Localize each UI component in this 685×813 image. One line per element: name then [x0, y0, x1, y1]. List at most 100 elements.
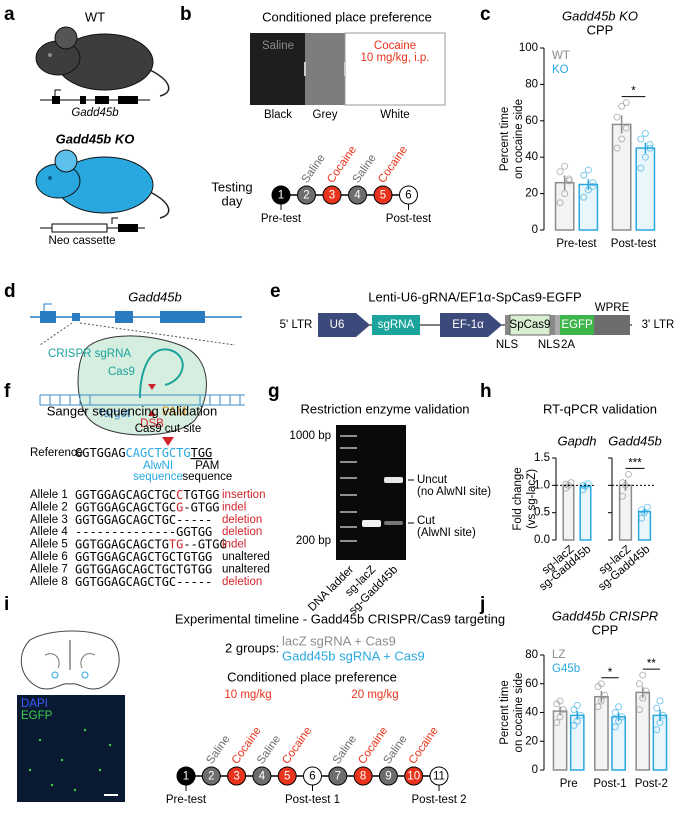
y-tick-label: 40	[525, 707, 538, 719]
saline-label: Saline	[262, 40, 294, 52]
day-number: 2	[208, 771, 214, 783]
day-circle	[328, 766, 348, 786]
sequence-segment: CAGCTGCTG	[126, 446, 191, 460]
data-point	[615, 717, 623, 725]
data-point	[561, 190, 569, 198]
data-point	[594, 703, 602, 711]
legend-entry: G45b	[552, 663, 580, 675]
data-point	[615, 703, 623, 711]
bar	[611, 123, 632, 231]
data-point	[556, 199, 564, 207]
sequence-segment: GGTGGAG	[75, 446, 126, 460]
reference-label: Reference	[30, 447, 83, 459]
data-point	[570, 706, 578, 714]
panel-label: a	[4, 4, 15, 25]
y-tick-label: 0.5	[534, 507, 550, 519]
sequence: --------------GGTGG	[75, 525, 212, 539]
data-point	[618, 713, 626, 721]
panel-label: e	[270, 281, 281, 302]
day-circle	[201, 766, 221, 786]
y-tick-label: 1.5	[534, 452, 550, 464]
compartment-label: Black	[264, 109, 292, 121]
x-tick-label: Pre	[560, 778, 578, 790]
t2a-label: 2A	[561, 339, 575, 351]
data-point	[643, 503, 651, 511]
day-number: 4	[259, 771, 266, 783]
sequence: GGTGGAGCAGCTGC-----	[75, 574, 212, 588]
chart-title: Gadd45b	[608, 433, 662, 448]
data-point	[646, 144, 654, 152]
group-label: Gadd45b sgRNA + Cas9	[282, 648, 425, 663]
day-number: 3	[233, 771, 239, 783]
allele-outcome: insertion	[222, 489, 265, 501]
data-point	[565, 175, 573, 183]
data-point	[589, 182, 597, 190]
day-circle	[322, 185, 342, 205]
dose-label: 10 mg/kg, i.p.	[360, 52, 429, 64]
pam-label: PAM	[162, 406, 186, 418]
data-point	[589, 179, 597, 187]
data-point	[573, 717, 581, 725]
sequence-segment: GGTGGAGCAGCTGCTGTGG	[75, 562, 212, 576]
day-number: 4	[354, 190, 361, 202]
day-circle	[277, 766, 297, 786]
g-title: Restriction enzyme validation	[300, 401, 469, 416]
day-number: 6	[309, 771, 315, 783]
e-title: Lenti-U6-gRNA/EF1α-SpCas9-EGFP	[368, 289, 581, 304]
h-title: RT-qPCR validation	[543, 401, 657, 416]
y-tick-label: 60	[525, 678, 538, 690]
allele-outcome: indel	[222, 501, 246, 513]
data-point	[597, 680, 605, 688]
day-circle	[404, 766, 424, 786]
ko-cassette-label: Neo cassette	[48, 235, 115, 247]
day-number: 7	[335, 771, 341, 783]
day-circle	[348, 185, 367, 205]
timeline-label: Testing	[211, 179, 252, 194]
stain-label: EGFP	[21, 710, 53, 722]
data-point	[611, 709, 619, 716]
cas9-label: Cas9	[108, 366, 135, 378]
ef1a-label: EF-1α	[452, 319, 484, 331]
sequence-segment: --------------GGTGG	[75, 525, 212, 539]
allele-outcome: unaltered	[222, 551, 270, 563]
sequence-segment: TGTGG	[183, 488, 219, 502]
panel-label: j	[479, 594, 485, 615]
panel-label: c	[480, 4, 491, 25]
chart-title: Gapdh	[557, 433, 596, 448]
bar	[635, 691, 651, 771]
legend-entry: WT	[552, 50, 570, 62]
y-axis-label: Percent time	[499, 680, 511, 745]
day-circle	[297, 185, 316, 205]
nls-label: NLS	[496, 339, 519, 351]
data-point	[561, 162, 569, 170]
group-label: lacZ sgRNA + Cas9	[282, 633, 396, 648]
allele-outcome: deletion	[222, 576, 262, 588]
day-number: 11	[433, 771, 445, 783]
test-label: Post-test 1	[285, 794, 340, 806]
data-point	[565, 177, 573, 185]
cut-site-label: Cas9 cut site	[135, 423, 201, 435]
data-point	[584, 166, 592, 174]
allele-name: Allele 3	[30, 514, 68, 526]
data-point	[641, 130, 649, 138]
y-tick-label: 40	[525, 151, 538, 163]
day-number: 5	[380, 190, 386, 202]
i-title: Experimental timeline - Gadd45b CRISPR/C…	[175, 611, 505, 626]
allele-outcome: deletion	[222, 526, 262, 538]
y-tick-label: 0	[532, 224, 538, 236]
y-tick-label: 80	[525, 78, 538, 90]
data-point	[656, 719, 664, 727]
sequence-segment: GGTGGAGCAGCTGCTGTGG	[75, 550, 212, 564]
sequence-segment: --GTGG	[183, 537, 226, 551]
test-label: Pre-test	[261, 213, 302, 225]
sequence: GGTGGAGCAGCTGCTGTGG	[75, 562, 212, 576]
gene-diagram	[30, 303, 245, 436]
sequence: GGTGGAGCAGCTGCTGTGG	[75, 446, 212, 460]
data-point	[556, 713, 564, 721]
day-label: Saline	[331, 733, 359, 766]
day-number: 9	[385, 771, 391, 783]
sequence-segment: TG	[169, 537, 183, 551]
data-point	[613, 113, 621, 121]
ltr3-label: 3' LTR	[642, 319, 675, 331]
cpp-box	[250, 32, 446, 106]
